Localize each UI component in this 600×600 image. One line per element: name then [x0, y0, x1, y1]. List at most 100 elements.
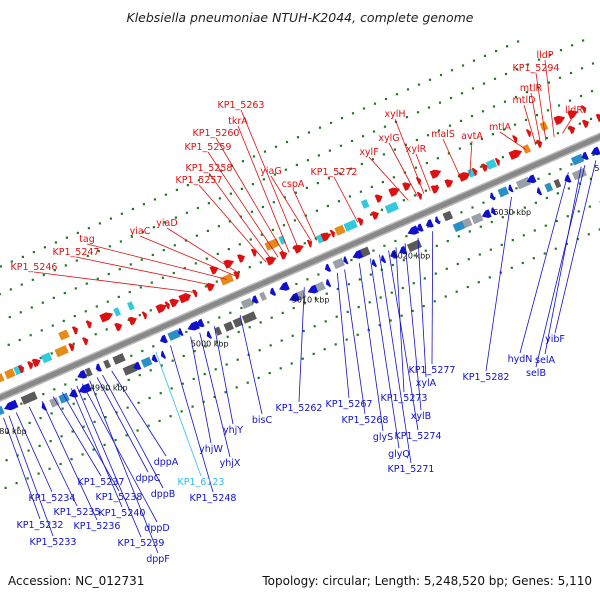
grid-dot: [31, 278, 34, 281]
bottom-gene-label: KP1_5236: [74, 521, 121, 532]
grid-dot: [514, 95, 518, 99]
grid-dot: [545, 136, 548, 140]
grid-dot: [295, 163, 298, 166]
top-gene-label: KP1_5258: [186, 163, 233, 174]
bottom-gene-leader: [214, 326, 234, 425]
gene-block: [406, 239, 422, 253]
gene-arrow-forward: [68, 343, 75, 352]
grid-dot: [281, 311, 284, 314]
bottom-gene-label: KP1_5274: [395, 431, 442, 442]
gene-arrow-forward: [250, 248, 257, 257]
grid-dot: [493, 77, 497, 80]
grid-dot: [467, 258, 470, 261]
top-gene-label: mtlD: [513, 95, 536, 106]
gene-block: [113, 307, 121, 317]
gene-block: [544, 182, 554, 193]
gene-arrow-reverse: [178, 328, 184, 336]
grid-dot: [537, 58, 541, 61]
gene-block: [140, 356, 153, 368]
gene-arrow-reverse: [399, 245, 408, 255]
bottom-gene-leader: [298, 287, 305, 403]
grid-dot: [271, 228, 274, 231]
axis-ticks: 4980 kbp 4990 kbp 5000 kbp 5010 kbp 5020 kbp…: [0, 164, 600, 436]
gene-arrow-reverse: [187, 320, 200, 331]
grid-dot: [26, 477, 29, 480]
grid-dot: [571, 44, 574, 47]
grid-dot: [492, 105, 496, 108]
grid-dot: [20, 283, 23, 286]
gene-arrow-forward: [388, 187, 400, 197]
gene-block: [485, 158, 498, 170]
gene-arrow-reverse: [279, 281, 290, 291]
grid-dot: [495, 50, 498, 53]
top-gene-leader: [442, 138, 461, 178]
gene-arrow-forward: [595, 113, 600, 122]
bottom-gene-leader: [190, 336, 212, 444]
top-gene-leader: [270, 175, 313, 243]
top-gene-label: lldP: [536, 50, 553, 61]
grid-dot: [555, 219, 558, 223]
grid-dot: [108, 245, 111, 248]
gene-arrow-forward: [114, 322, 123, 332]
grid-dot: [140, 258, 143, 261]
gene-arrow-forward: [99, 312, 113, 323]
grid-dot: [0, 265, 2, 268]
grid-dot: [459, 119, 463, 122]
gene-block: [360, 246, 371, 258]
top-gene-label: KP1_5263: [218, 100, 265, 111]
grid-dot: [450, 69, 454, 72]
grid-dot: [478, 253, 481, 256]
grid-dot: [434, 272, 437, 275]
grid-dot: [86, 373, 89, 377]
grid-dot: [416, 111, 420, 114]
grid-dot: [293, 219, 296, 222]
grid-dot: [379, 296, 382, 299]
grid-dot: [207, 321, 210, 324]
grid-dots: [0, 39, 600, 489]
bottom-gene-leader: [388, 250, 419, 431]
grid-dot: [149, 309, 152, 312]
grid-dot: [237, 270, 240, 274]
top-gene-leader: [530, 92, 541, 144]
grid-dot: [582, 39, 585, 42]
bottom-gene-leader: [96, 377, 149, 473]
grid-dot: [350, 259, 353, 262]
gene-arrow-forward: [128, 316, 137, 326]
gene-block: [223, 321, 234, 332]
bottom-gene-leader: [89, 380, 159, 554]
grid-dot: [125, 434, 128, 437]
grid-dot: [411, 309, 414, 312]
grid-dot: [130, 354, 133, 357]
gene-arrow-reverse: [581, 151, 589, 160]
grid-dot: [42, 273, 45, 277]
grid-dot: [445, 267, 448, 270]
grid-dot: [86, 254, 89, 257]
gene-arrow-forward: [17, 365, 25, 374]
grid-dot: [138, 374, 141, 377]
grid-dot: [193, 350, 196, 353]
gene-arrow-reverse: [491, 207, 497, 216]
grid-dot: [438, 220, 441, 223]
gene-arrow-reverse: [307, 284, 319, 294]
top-gene-leader: [215, 137, 285, 255]
grid-dot: [427, 225, 430, 228]
grid-dot: [103, 443, 106, 446]
grid-dot: [19, 311, 22, 314]
grid-dot: [515, 68, 519, 71]
grid-dot: [567, 127, 570, 130]
grid-dot: [578, 182, 581, 185]
top-gene-label: yiaC: [130, 226, 151, 237]
gene-arrow-forward: [581, 119, 589, 128]
map-title: Klebsiella pneumoniae NTUH-K2044, comple…: [127, 10, 474, 25]
gene-block: [0, 405, 5, 416]
gene-labels: KP1_5246KP1_5247tagyiaCyiaDKP1_5257KP1_5…: [11, 50, 584, 565]
bottom-gene-label: bisC: [252, 415, 273, 426]
gene-block: [442, 210, 454, 222]
grid-dot: [285, 140, 289, 144]
bottom-gene-label: xylA: [416, 378, 437, 389]
grid-dot: [404, 143, 407, 146]
grid-dot: [406, 88, 410, 91]
grid-dot: [109, 217, 112, 220]
top-gene-label: malS: [431, 129, 455, 140]
grid-dot: [161, 276, 164, 279]
